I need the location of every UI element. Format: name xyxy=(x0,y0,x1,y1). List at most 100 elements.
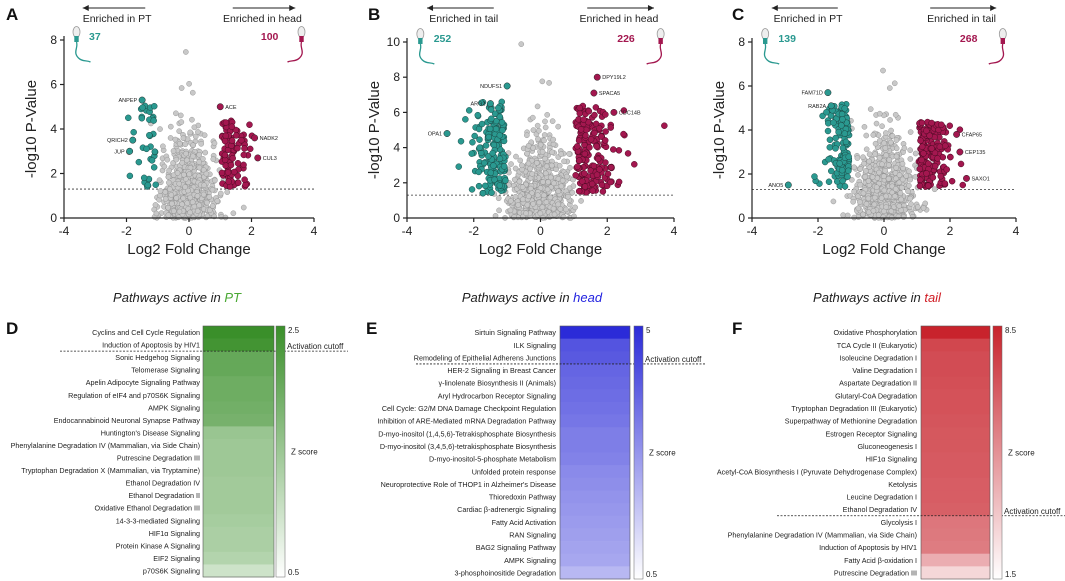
point-ns xyxy=(896,172,903,178)
title-prefix: Pathways active in xyxy=(462,290,573,305)
point-ns xyxy=(534,192,541,198)
point-ns xyxy=(212,177,218,184)
point-right xyxy=(934,155,941,162)
pathway-cell xyxy=(921,465,990,479)
right-count: 268 xyxy=(960,33,978,45)
point-right xyxy=(579,178,586,185)
point-left xyxy=(457,138,465,145)
point-right xyxy=(246,145,254,153)
point-ns xyxy=(865,178,872,184)
point-ns xyxy=(511,214,517,220)
point-ns xyxy=(888,127,894,134)
pathway-cell xyxy=(560,515,630,529)
point-ns xyxy=(893,153,900,160)
x-tick-label: 4 xyxy=(671,224,678,238)
sperm-head xyxy=(416,28,425,40)
point-left xyxy=(491,176,498,184)
pathway-name: Inhibition of ARE-Mediated mRNA Degradat… xyxy=(377,417,556,426)
point-right xyxy=(240,161,247,169)
point-ns xyxy=(161,163,168,170)
point-ns xyxy=(520,196,526,203)
point-ns xyxy=(860,190,867,197)
left-count: 37 xyxy=(89,31,101,43)
scale-max-label: 8.5 xyxy=(1005,326,1017,335)
left-enrichment-label: Enriched in PT xyxy=(83,13,152,25)
pathway-name: ILK Signaling xyxy=(514,341,556,350)
z-score-scale-bar xyxy=(275,325,286,578)
labeled-point xyxy=(503,82,511,90)
pathway-name: Unfolded protein response xyxy=(472,467,556,476)
pathway-cell xyxy=(560,503,630,517)
point-ns xyxy=(878,195,885,201)
point-ns xyxy=(176,208,183,215)
point-ns xyxy=(209,203,216,209)
point-ns xyxy=(881,173,887,180)
point-right xyxy=(610,146,617,153)
point-ns xyxy=(881,140,887,146)
pathway-name: Ethanol Degradation IV xyxy=(843,505,918,514)
point-ns xyxy=(555,123,561,130)
pathway-name: D-myo-inositol (3,4,5,6)-tetrakisphospha… xyxy=(380,442,557,451)
pathway-cell xyxy=(203,388,274,402)
point-ns xyxy=(189,116,195,123)
point-ns xyxy=(525,160,532,167)
point-ns xyxy=(876,169,882,176)
point-ns xyxy=(534,103,541,110)
x-tick-label: 0 xyxy=(537,224,544,238)
point-ns xyxy=(555,201,562,208)
point-right xyxy=(918,119,926,127)
point-ns xyxy=(153,210,160,217)
labeled-point xyxy=(254,154,262,162)
sperm-midpiece xyxy=(74,36,79,42)
pathway-cell xyxy=(203,351,274,365)
point-ns xyxy=(179,201,185,208)
point-left xyxy=(841,130,849,137)
point-ns xyxy=(166,167,172,174)
point-left xyxy=(151,102,158,110)
point-left xyxy=(487,106,495,113)
point-left xyxy=(841,183,849,190)
point-left xyxy=(502,177,509,184)
point-left xyxy=(475,168,482,176)
point-ns xyxy=(200,156,206,162)
point-right xyxy=(620,107,628,114)
gene-label: RAB2A xyxy=(808,104,826,110)
pathway-cell xyxy=(560,541,630,555)
sperm-icon xyxy=(287,26,306,63)
point-ns xyxy=(160,143,166,150)
pathway-cell xyxy=(203,326,274,339)
x-tick-label: -4 xyxy=(402,224,413,238)
point-left xyxy=(496,113,504,121)
right-count: 226 xyxy=(617,33,635,45)
point-right xyxy=(916,165,924,173)
point-right xyxy=(576,110,584,117)
pathway-name: Gluconeogenesis I xyxy=(857,442,917,451)
point-ns xyxy=(887,139,894,146)
point-ns xyxy=(863,146,870,153)
point-ns xyxy=(542,118,548,125)
y-axis-label: -log10 P-Value xyxy=(366,81,383,179)
point-left xyxy=(489,149,496,157)
point-ns xyxy=(165,174,172,180)
y-axis-label: -log10 P-Value xyxy=(23,80,40,178)
right-arrow-head xyxy=(990,5,997,11)
point-ns xyxy=(540,179,546,185)
y-tick-label: 4 xyxy=(738,123,745,137)
point-left xyxy=(485,153,492,160)
point-ns xyxy=(170,148,177,154)
point-right xyxy=(591,111,598,119)
point-ns xyxy=(551,180,557,187)
point-ns xyxy=(178,119,185,125)
pathway-cell xyxy=(560,427,630,441)
pathway-cell xyxy=(921,528,990,542)
pathway-name: Huntington's Disease Signaling xyxy=(101,428,200,437)
point-ns xyxy=(527,165,534,172)
pathway-cell xyxy=(203,476,274,490)
pathway-name: Fatty Acid β-oxidation I xyxy=(844,556,917,565)
point-ns xyxy=(516,178,523,185)
point-ns xyxy=(527,185,534,192)
labeled-point xyxy=(610,108,618,116)
point-left xyxy=(462,116,469,123)
point-left xyxy=(481,159,488,167)
